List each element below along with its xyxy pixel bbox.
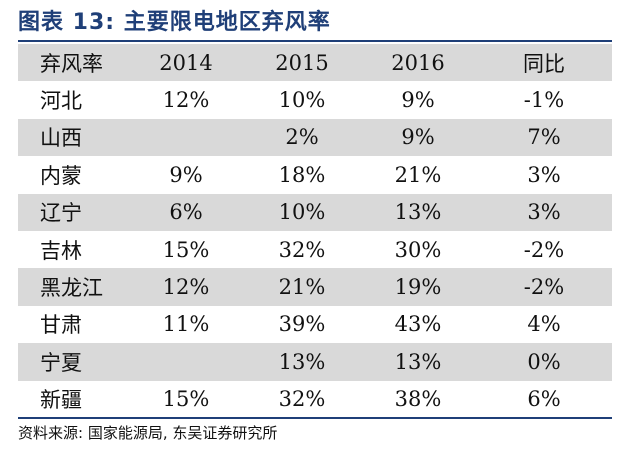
region-cell: 内蒙	[40, 163, 82, 188]
value-cell: 9%	[169, 162, 203, 187]
region-cell: 甘肃	[40, 313, 82, 338]
value-cell: 10%	[278, 88, 326, 113]
value-cell: 18%	[278, 162, 326, 187]
table-header-row: 弃风率 2014 2015 2016 同比	[18, 44, 612, 82]
region-cell: 河北	[40, 89, 82, 114]
table-row: 吉林 15% 32% 30% -2%	[18, 231, 612, 268]
value-cell: 32%	[278, 387, 326, 412]
value-cell: 43%	[394, 312, 442, 337]
value-cell: 6%	[128, 193, 244, 231]
value-cell: 13%	[360, 343, 476, 381]
value-cell: 32%	[278, 237, 326, 262]
value-cell: 2%	[244, 118, 360, 157]
change-cell: -1%	[523, 88, 565, 113]
table-row: 黑龙江 12% 21% 19% -2%	[18, 268, 612, 306]
table-row: 山西 2% 9% 7%	[18, 118, 612, 157]
change-cell: 0%	[476, 343, 612, 381]
value-cell: 21%	[244, 268, 360, 306]
figure-title: 图表 13: 主要限电地区弃风率	[18, 10, 331, 35]
change-cell: 4%	[527, 312, 561, 337]
value-cell	[128, 118, 244, 157]
region-cell: 山西	[18, 118, 128, 157]
top-rule	[18, 40, 612, 42]
value-cell: 12%	[128, 268, 244, 306]
change-cell: 3%	[476, 193, 612, 231]
value-cell: 13%	[360, 193, 476, 231]
value-cell: 9%	[401, 88, 435, 113]
value-cell: 11%	[162, 312, 210, 337]
value-cell: 19%	[360, 268, 476, 306]
value-cell: 30%	[394, 237, 442, 262]
header-cell: 同比	[476, 44, 612, 82]
table-row: 宁夏 13% 13% 0%	[18, 343, 612, 381]
header-cell: 2016	[360, 44, 476, 82]
region-cell: 黑龙江	[18, 268, 128, 306]
region-cell: 宁夏	[18, 343, 128, 381]
bottom-rule	[18, 417, 612, 419]
region-cell: 新疆	[40, 388, 82, 413]
region-cell: 吉林	[40, 238, 82, 263]
value-cell: 13%	[244, 343, 360, 381]
value-cell: 15%	[162, 387, 210, 412]
change-cell: 3%	[527, 162, 561, 187]
value-cell: 12%	[162, 88, 210, 113]
change-cell: 6%	[527, 387, 561, 412]
curtailment-table: 弃风率 2014 2015 2016 同比 河北 12% 10% 9% -1% …	[18, 44, 612, 418]
value-cell: 39%	[278, 312, 326, 337]
table-row: 内蒙 9% 18% 21% 3%	[18, 156, 612, 193]
change-cell: -2%	[523, 237, 565, 262]
value-cell: 9%	[360, 118, 476, 157]
header-cell: 2014	[128, 44, 244, 82]
change-cell: 7%	[476, 118, 612, 157]
table-row: 新疆 15% 32% 38% 6%	[18, 381, 612, 418]
region-cell: 辽宁	[18, 193, 128, 231]
source-note: 资料来源: 国家能源局, 东吴证券研究所	[18, 424, 278, 442]
value-cell: 10%	[244, 193, 360, 231]
value-cell: 38%	[394, 387, 442, 412]
value-cell: 15%	[162, 237, 210, 262]
table-row: 辽宁 6% 10% 13% 3%	[18, 193, 612, 231]
table-row: 甘肃 11% 39% 43% 4%	[18, 306, 612, 343]
value-cell: 21%	[394, 162, 442, 187]
table-row: 河北 12% 10% 9% -1%	[18, 81, 612, 118]
value-cell	[128, 343, 244, 381]
header-cell: 弃风率	[18, 44, 128, 82]
change-cell: -2%	[476, 268, 612, 306]
header-cell: 2015	[244, 44, 360, 82]
